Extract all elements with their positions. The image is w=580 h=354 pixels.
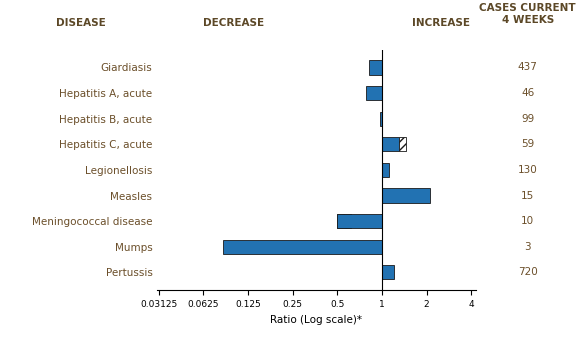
Bar bbox=[399, 137, 406, 152]
Bar bbox=[382, 137, 399, 152]
Text: DECREASE: DECREASE bbox=[203, 18, 264, 28]
Bar bbox=[382, 188, 430, 202]
Text: CASES CURRENT
4 WEEKS: CASES CURRENT 4 WEEKS bbox=[480, 3, 576, 25]
Bar bbox=[382, 265, 394, 279]
Text: 130: 130 bbox=[518, 165, 538, 175]
Text: 46: 46 bbox=[521, 88, 534, 98]
Text: INCREASE: INCREASE bbox=[412, 18, 470, 28]
Text: 437: 437 bbox=[518, 63, 538, 73]
Text: 720: 720 bbox=[518, 267, 538, 277]
Text: 3: 3 bbox=[524, 242, 531, 252]
Bar bbox=[380, 112, 382, 126]
Bar bbox=[338, 214, 351, 228]
Text: DISEASE: DISEASE bbox=[56, 18, 106, 28]
Text: 10: 10 bbox=[521, 216, 534, 226]
Text: 99: 99 bbox=[521, 114, 534, 124]
Text: 15: 15 bbox=[521, 190, 534, 200]
Bar bbox=[366, 86, 382, 100]
X-axis label: Ratio (Log scale)*: Ratio (Log scale)* bbox=[270, 315, 362, 325]
Bar bbox=[382, 163, 389, 177]
Text: 59: 59 bbox=[521, 139, 534, 149]
Bar bbox=[338, 214, 382, 228]
Bar bbox=[369, 61, 382, 75]
Bar bbox=[223, 240, 382, 254]
